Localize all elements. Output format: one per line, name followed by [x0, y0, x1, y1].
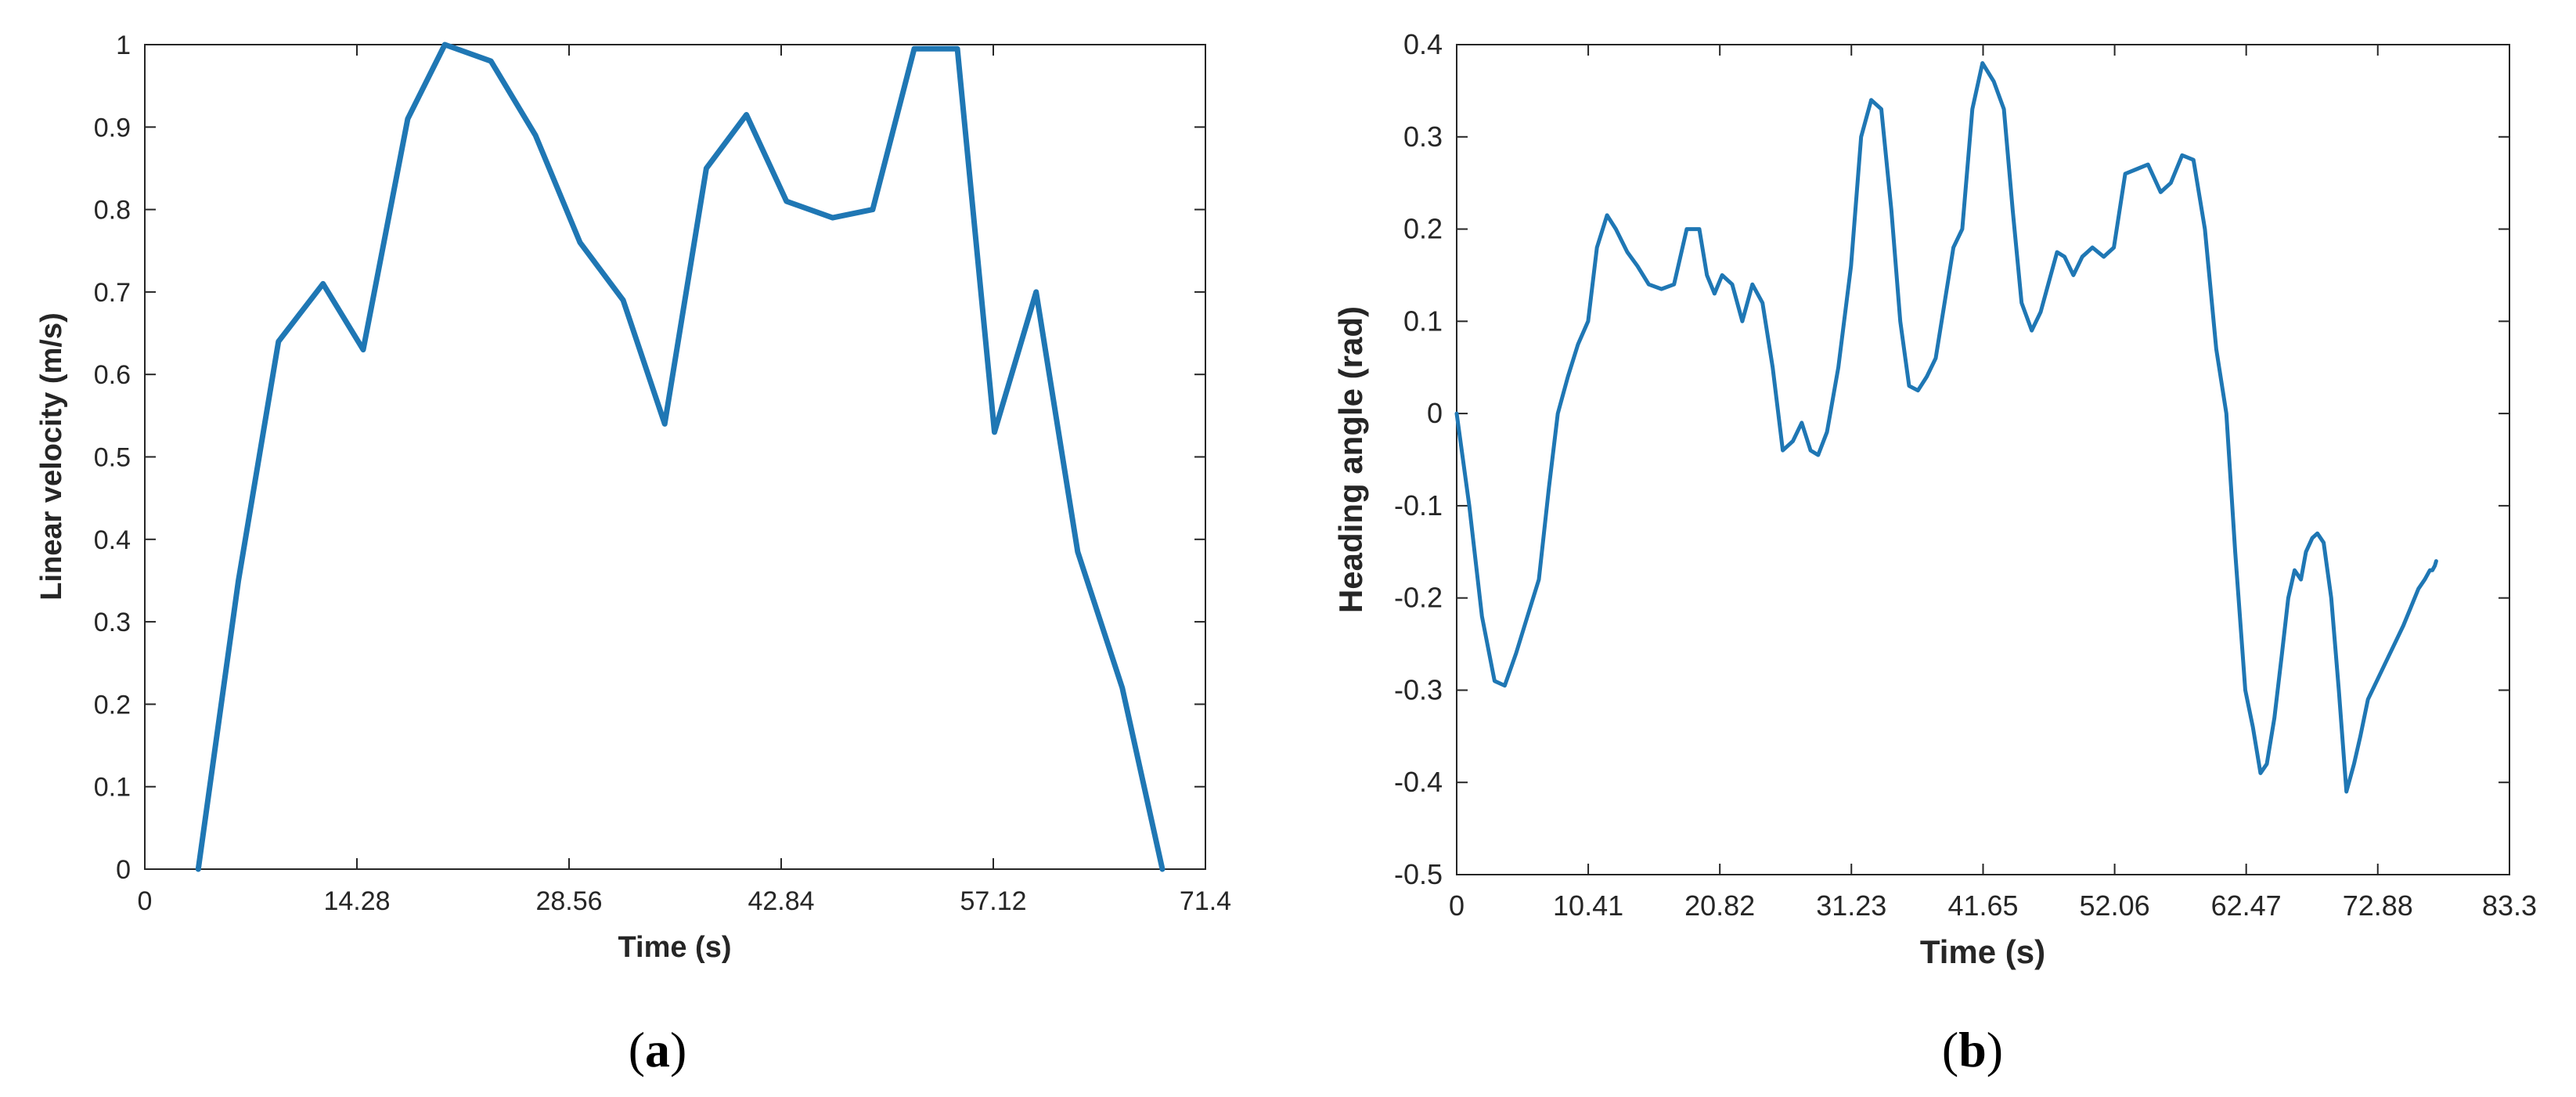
chart-a: 0 0.1 0.2 0.3 0.4 0.5 0.6 0.7 0.8 0.9 1 0 14.28 28.5… [35, 31, 1231, 1077]
chart-b-plot-area [1456, 44, 2510, 875]
a-xtick-label-0: 0 [138, 886, 153, 916]
b-xtick-label-0: 0 [1449, 890, 1465, 922]
chart-a-plot-area [144, 44, 1206, 870]
chart-b-x-ticks: 0 10.41 20.82 31.23 41.65 52.06 62.47 72.88 83.3 [1449, 45, 2537, 922]
b-xtick-label-4: 41.65 [1947, 890, 2018, 922]
a-xtick-label-1: 14.28 [323, 886, 390, 916]
b-xtick-label-3: 31.23 [1816, 890, 1886, 922]
chart-b-panel-letter: b [1958, 1022, 1987, 1077]
chart-a-panel-letter: a [645, 1022, 670, 1077]
chart-b-y-ticks: -0.5 -0.4 -0.3 -0.2 -0.1 0 0.1 0.2 0.3 0.4 [1394, 28, 2509, 890]
chart-a-y-ticks: 0 0.1 0.2 0.3 0.4 0.5 0.6 0.7 0.8 0.9 1 [94, 31, 1205, 885]
b-ytick-label-6: 0.1 [1403, 305, 1443, 337]
a-ytick-label-1: 0.1 [94, 773, 131, 803]
chart-b-panel-label: (b) [1942, 1022, 2003, 1077]
a-ytick-label-10: 1 [116, 31, 131, 60]
b-xtick-label-8: 83.3 [2482, 890, 2537, 922]
chart-a-series-line [195, 41, 1166, 872]
chart-b-ylabel: Heading angle (rad) [1332, 306, 1369, 613]
b-ytick-label-1: -0.4 [1394, 766, 1443, 798]
a-xtick-label-3: 42.84 [748, 886, 814, 916]
chart-a-x-ticks: 0 14.28 28.56 42.84 57.12 71.4 [138, 45, 1231, 916]
b-xtick-label-2: 20.82 [1684, 890, 1755, 922]
b-xtick-label-1: 10.41 [1553, 890, 1623, 922]
b-ytick-label-3: -0.2 [1394, 582, 1443, 614]
a-ytick-label-8: 0.8 [94, 196, 131, 226]
a-ytick-label-5: 0.5 [94, 443, 131, 473]
b-ytick-label-8: 0.3 [1403, 121, 1443, 153]
a-xtick-label-4: 57.12 [960, 886, 1026, 916]
a-ytick-label-9: 0.9 [94, 113, 131, 143]
b-xtick-label-6: 62.47 [2211, 890, 2282, 922]
a-xtick-label-2: 28.56 [535, 886, 602, 916]
a-xtick-label-5: 71.4 [1180, 886, 1231, 916]
chart-b-series-line [1454, 61, 2438, 794]
b-xtick-label-7: 72.88 [2343, 890, 2413, 922]
chart-a-ylabel: Linear velocity (m/s) [35, 312, 68, 600]
a-ytick-label-4: 0.4 [94, 525, 131, 555]
a-ytick-label-3: 0.3 [94, 608, 131, 637]
b-ytick-label-0: -0.5 [1394, 858, 1443, 890]
a-ytick-label-7: 0.7 [94, 278, 131, 308]
b-xtick-label-5: 52.06 [2080, 890, 2150, 922]
b-ytick-label-5: 0 [1427, 397, 1443, 429]
b-ytick-label-4: -0.1 [1394, 489, 1443, 521]
b-ytick-label-7: 0.2 [1403, 213, 1443, 245]
a-ytick-label-6: 0.6 [94, 360, 131, 390]
chart-b: -0.5 -0.4 -0.3 -0.2 -0.1 0 0.1 0.2 0.3 0.4 0 10.41… [1332, 28, 2537, 1077]
chart-a-xlabel: Time (s) [618, 931, 731, 964]
b-ytick-label-9: 0.4 [1403, 28, 1443, 60]
chart-a-panel-label: (a) [629, 1022, 687, 1077]
b-ytick-label-2: -0.3 [1394, 673, 1443, 705]
chart-b-xlabel: Time (s) [1920, 933, 2045, 970]
a-ytick-label-0: 0 [116, 855, 131, 885]
a-ytick-label-2: 0.2 [94, 690, 131, 720]
